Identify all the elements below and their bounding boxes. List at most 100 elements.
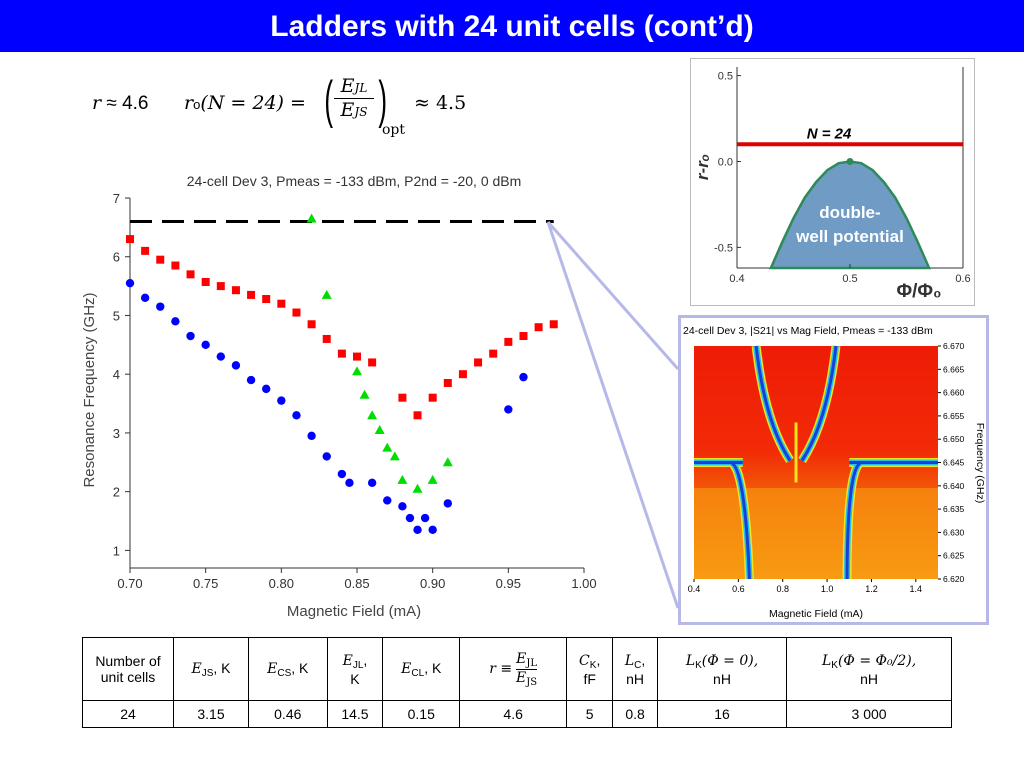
inset-x-tick-label: 0.5	[842, 273, 857, 285]
heatmap-x-tick-label: 0.6	[732, 584, 745, 594]
heatmap-x-tick-label: 0.8	[776, 584, 789, 594]
red-square-point	[156, 255, 165, 264]
r-approx: r ≈ 4.6	[92, 92, 149, 114]
heatmap-x-tick-label: 1.4	[910, 584, 923, 594]
red-square-point	[247, 290, 256, 299]
green-triangle-point	[321, 289, 332, 299]
x-tick-label: 0.90	[420, 576, 445, 591]
red-square-point	[216, 282, 225, 291]
resonance-dip-left	[730, 461, 751, 580]
blue-circle-point	[398, 502, 407, 511]
table-row: 24 3.15 0.46 14.5 0.15 4.6 5 0.8 16 3 00…	[82, 700, 952, 728]
table-header-row: Number of unit cells EJS, K ECS, K EJL, …	[82, 637, 952, 701]
x-tick-label: 0.75	[193, 576, 218, 591]
blue-circle-point	[420, 513, 430, 523]
y-tick-label: 3	[113, 426, 120, 441]
blue-circle-point	[125, 278, 135, 288]
blue-circle-point	[216, 352, 225, 361]
cell-unit-cells: 24	[82, 700, 174, 728]
red-square-point	[201, 277, 210, 286]
red-square-point	[398, 393, 407, 402]
open-paren: (	[324, 71, 333, 129]
blue-circle-point	[443, 499, 452, 508]
blue-circle-point	[140, 293, 150, 303]
inset-x-tick-label: 0.6	[955, 273, 970, 285]
blue-circle-point	[307, 431, 316, 441]
red-square-point	[368, 358, 377, 367]
red-square-point	[307, 320, 316, 329]
heatmap-y-tick-label: 6.625	[943, 551, 965, 561]
red-square-point	[534, 323, 543, 332]
red-square-point	[277, 299, 286, 308]
blue-circle-point	[322, 452, 331, 461]
x-tick-label: 0.70	[117, 576, 142, 591]
header-ecl: ECL, K	[382, 637, 461, 701]
inset-x-axis-label: Φ/Φ₀	[896, 281, 941, 302]
inset-y-tick-label: 0.5	[718, 71, 733, 83]
heatmap-y-tick-label: 6.620	[943, 574, 965, 584]
blue-circle-point	[246, 375, 256, 385]
cell-ecl: 0.15	[382, 700, 461, 728]
blue-circle-point	[405, 513, 415, 523]
red-square-point	[549, 320, 558, 329]
green-triangle-point	[367, 410, 378, 420]
inset-y-axis-label: r-rₒ	[693, 154, 712, 180]
y-tick-label: 4	[113, 367, 120, 382]
y-tick-label: 2	[113, 485, 120, 500]
well-peak-point	[846, 157, 854, 165]
red-square-point	[504, 337, 513, 346]
double-well-inset: N = 24 double- well potential 0.4 0.5 0.6 0…	[690, 58, 975, 306]
heatmap-x-tick-label: 0.4	[688, 584, 701, 594]
resonance-frequency-chart: 24-cell Dev 3, Pmeas = -133 dBm, P2nd = …	[81, 173, 597, 620]
blue-circle-point	[413, 525, 422, 535]
header-lc: LC, nH	[612, 637, 658, 701]
header-number-of-unit-cells: Number of unit cells	[82, 637, 174, 701]
red-square-point	[262, 295, 271, 304]
x-axis-label: Magnetic Field (mA)	[287, 603, 421, 620]
header-ck: CK, fF	[566, 637, 614, 701]
x-tick-label: 0.85	[344, 576, 369, 591]
green-triangle-point	[306, 213, 317, 223]
x-tick-label: 0.80	[269, 576, 294, 591]
cell-lk-zero-flux: 16	[656, 700, 788, 728]
resonance-dip-right	[845, 461, 863, 580]
cell-lc: 0.8	[612, 700, 658, 728]
red-square-point	[292, 308, 301, 317]
header-ejs: EJS, K	[173, 637, 249, 701]
heatmap-y-tick-label: 6.635	[943, 504, 965, 514]
inset-x-tick-label: 0.4	[729, 273, 744, 285]
heatmap-y-tick-label: 6.655	[943, 411, 965, 421]
s21-heatmap-frame: 24-cell Dev 3, |S21| vs Mag Field, Pmeas…	[678, 315, 989, 625]
y-tick-label: 7	[113, 191, 120, 206]
double-well-annotation-line1: double-	[819, 203, 880, 222]
blue-circle-point	[262, 384, 271, 394]
y-tick-label: 5	[113, 308, 120, 323]
green-triangle-point	[389, 451, 400, 461]
rhs-value: ≈ 4.5	[414, 92, 467, 114]
cell-lk-half-flux: 3 000	[786, 700, 952, 728]
red-square-point	[458, 370, 467, 379]
parameters-table: Number of unit cells EJS, K ECS, K EJL, …	[82, 637, 952, 728]
red-square-point	[126, 235, 134, 244]
red-square-point	[443, 379, 452, 387]
heatmap-y-tick-label: 6.665	[943, 364, 965, 374]
heatmap-y-tick-label: 6.670	[943, 341, 965, 351]
red-square-point	[474, 358, 483, 367]
green-triangle-point	[442, 457, 453, 467]
green-triangle-point	[397, 474, 408, 484]
red-square-point	[322, 334, 331, 343]
y-tick-label: 6	[113, 250, 120, 265]
y-tick-label: 1	[113, 543, 120, 558]
heatmap-x-tick-label: 1.0	[821, 584, 834, 594]
green-triangle-point	[427, 474, 438, 484]
green-triangle-point	[412, 483, 423, 493]
n24-label: N = 24	[807, 125, 852, 142]
heatmap-x-axis-label: Magnetic Field (mA)	[769, 608, 863, 620]
green-triangle-point	[352, 366, 362, 376]
close-paren: )	[378, 71, 387, 129]
blue-circle-point	[277, 396, 286, 405]
opt-subscript: opt	[382, 122, 406, 138]
blue-circle-point	[171, 317, 180, 326]
blue-circle-point	[231, 361, 241, 370]
header-ejl: EJL, K	[326, 637, 384, 701]
